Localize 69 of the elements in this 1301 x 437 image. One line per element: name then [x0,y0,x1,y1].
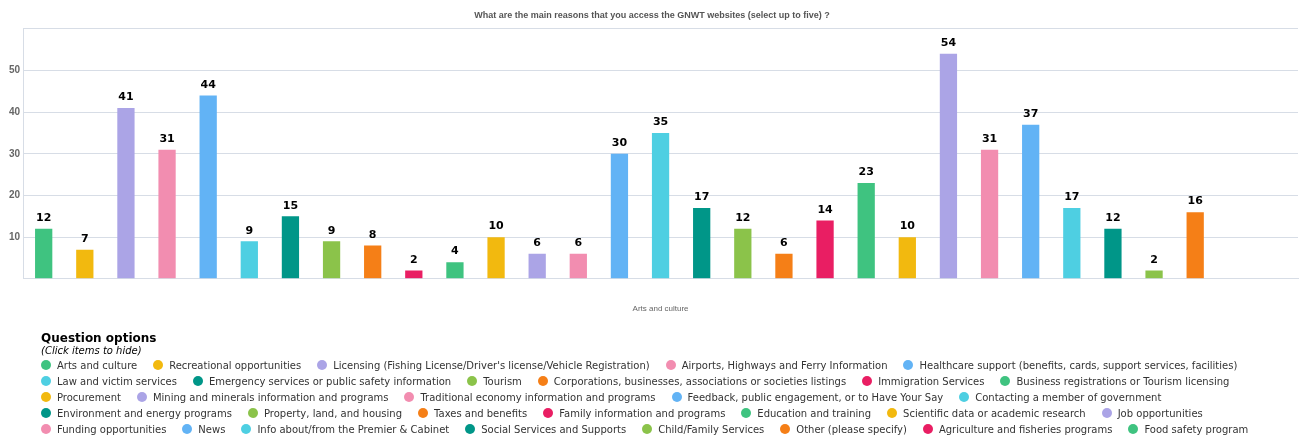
legend-label: Taxes and benefits [433,407,528,421]
data-label: 37 [1023,106,1039,120]
legend-label: Child/Family Services [657,423,765,437]
legend-label: Food safety program [1143,423,1249,437]
data-label: 31 [159,131,175,145]
legend-label: Licensing (Fishing License/Driver's license/Vehicle Registration) [332,359,650,373]
data-label: 17 [694,190,710,204]
legend-label: News [197,423,226,437]
data-label: 9 [327,223,336,237]
legend-label: Immigration Services [877,375,985,389]
data-label: 4 [451,244,460,258]
data-label: 2 [1150,252,1158,266]
data-label: 35 [652,115,669,129]
legend-label: Healthcare support (benefits, cards, support services, facilities) [918,359,1238,373]
legend-label: Procurement [56,391,121,405]
legend-label: Recreational opportunities [168,359,302,373]
data-label: 30 [611,136,628,150]
data-label: 6 [533,236,542,250]
legend-title: Question options [41,331,158,345]
data-label: 8 [368,227,377,241]
y-tick-label: 40 [9,105,21,117]
data-label: 12 [1105,211,1121,225]
data-label: 6 [574,236,583,250]
legend-label: Scientific data or academic research [902,407,1086,421]
legend-label: Mining and minerals information and programs [151,391,389,405]
chart-title: What are the main reasons that you access the GNWT websites (select up to five) ? [474,9,830,20]
legend-label: Business registrations or Tourism licensing [1015,375,1230,389]
legend-label: Tourism [482,375,522,389]
data-label: 10 [488,219,505,233]
text: (Click items to hide) [41,345,143,356]
y-tick-label: 10 [9,230,21,242]
legend-label: Environment and energy programs [56,407,232,421]
legend-label: Airports, Highways and Ferry Information [680,359,888,373]
legend-label: Agriculture and fisheries programs [937,423,1113,437]
data-label: 15 [282,198,299,212]
legend-label: Contacting a member of government [974,391,1162,405]
data-label: 31 [981,131,998,145]
data-label: 41 [118,90,134,104]
x-axis-title: Arts and culture [632,304,690,314]
data-label: 6 [780,236,789,250]
data-label: 2 [409,252,418,266]
legend-label: Job opportunities [1116,407,1203,421]
data-label: 7 [80,231,89,245]
legend-label: Other (please specify) [795,423,907,437]
legend-label: Education and training [756,407,872,421]
legend-label: Arts and culture [56,359,138,373]
legend-label: Law and victim services [56,375,177,389]
data-label: 44 [200,77,217,91]
legend-label: Corporations, businesses, associations or societies listings [552,375,847,389]
data-label: 9 [245,223,254,237]
legend-label: Social Services and Supports [480,423,627,437]
legend-label: Family information and programs [558,407,726,421]
legend-label: Funding opportunities [56,423,167,437]
data-label: 14 [817,202,834,216]
y-tick-label: 30 [9,147,21,159]
legend-label: Info about/from the Premier & Cabinet [256,423,450,437]
legend-label: Emergency services or public safety information [207,375,452,389]
data-label: 12 [36,211,52,225]
legend-label: Feedback, public engagement, or to Have Your Say [686,391,944,405]
data-label: 10 [899,219,916,233]
data-label: 23 [858,165,874,179]
data-label: 54 [940,36,957,50]
y-tick-label: 20 [9,189,21,201]
y-tick-label: 50 [9,64,21,76]
data-label: 12 [735,211,751,225]
data-label: 16 [1187,194,1204,208]
legend-label: Property, land, and housing [262,407,403,421]
data-label: 17 [1064,190,1080,204]
legend-label: Traditional economy information and programs [419,391,656,405]
